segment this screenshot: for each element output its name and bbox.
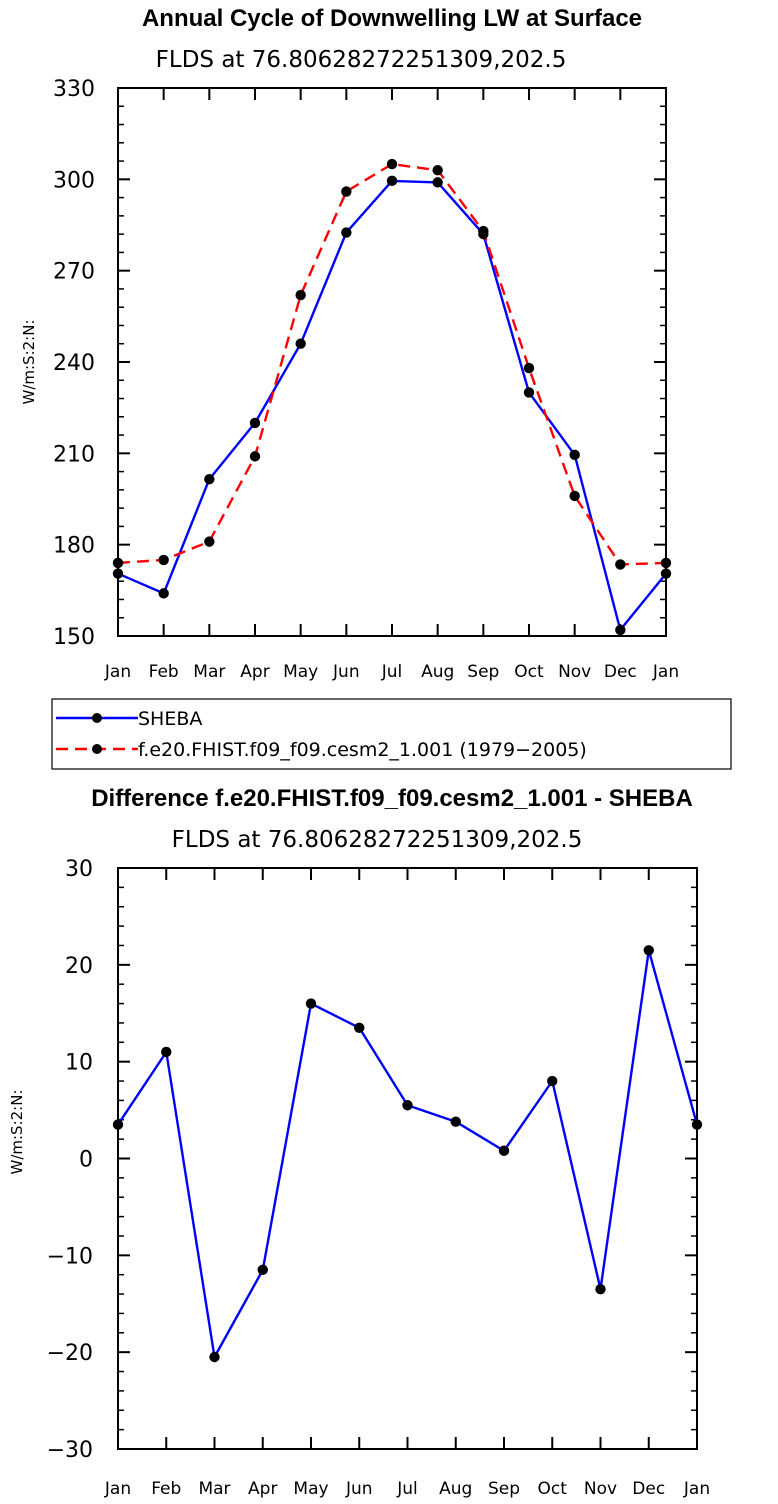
difference-series-0-point (498, 1145, 510, 1156)
legend: SHEBA f.e20.FHIST.f09_f09.cesm2_1.001 (1… (51, 698, 732, 770)
difference-series-0-point (595, 1284, 606, 1295)
annual-cycle-series-1-point (523, 362, 535, 374)
annual-cycle-xtick-label: Jan (104, 662, 131, 682)
annual-cycle-xtick-label: Dec (604, 662, 637, 682)
difference-ytick-label: −30 (47, 1438, 93, 1463)
difference-xtick-label: Oct (538, 1479, 568, 1499)
annual-cycle-series-0-point (523, 387, 535, 398)
difference-series-0-point (643, 945, 654, 956)
difference-series-0-point (161, 1046, 172, 1058)
annual-cycle-xtick-label: Nov (558, 662, 591, 682)
annual-cycle-series-1-point (386, 158, 398, 170)
annual-cycle-ytick-label: 330 (53, 77, 95, 102)
annual-cycle-series-0-point (341, 227, 352, 238)
difference-ytick-label: 20 (65, 954, 93, 979)
annual-cycle-panel: Annual Cycle of Downwelling LW at Surfac… (20, 5, 679, 682)
difference-ytick-label: 30 (65, 857, 93, 882)
difference-xtick-label: Feb (151, 1479, 181, 1499)
annual-cycle-xtick-label: Jul (381, 662, 403, 682)
difference-ytick-label: 10 (65, 1051, 93, 1076)
annual-cycle-series-0-point (432, 177, 443, 188)
annual-cycle-ytick-label: 150 (53, 625, 95, 650)
annual-cycle-title: Annual Cycle of Downwelling LW at Surfac… (142, 5, 642, 32)
legend-label-sheba: SHEBA (138, 708, 202, 730)
legend-label-model: f.e20.FHIST.f09_f09.cesm2_1.001 (1979−20… (138, 739, 587, 761)
difference-series-0-point (547, 1075, 558, 1087)
annual-cycle-series-1-point (432, 165, 443, 176)
difference-series-line-0 (117, 949, 699, 1359)
difference-xtick-label: Jan (104, 1479, 131, 1499)
annual-cycle-series-1-point (341, 186, 352, 197)
difference-title: Difference f.e20.FHIST.f09_f09.cesm2_1.0… (91, 785, 693, 812)
annual-cycle-ytick-label: 180 (53, 534, 95, 559)
legend-box (51, 698, 732, 770)
difference-xtick-label: Jul (396, 1479, 418, 1499)
annual-cycle-xtick-label: Jun (332, 662, 360, 682)
annual-cycle-ytick-label: 210 (53, 442, 95, 467)
difference-xtick-label: Jan (683, 1479, 710, 1499)
annual-cycle-xtick-label: Feb (149, 662, 179, 682)
annual-cycle-series-0-point (204, 474, 215, 485)
difference-xtick-label: Dec (632, 1479, 665, 1499)
annual-cycle-ytick-label: 240 (53, 351, 95, 376)
annual-cycle-series-0-point (660, 568, 672, 579)
difference-ytick-label: −20 (47, 1341, 93, 1366)
annual-cycle-xtick-label: Sep (467, 662, 499, 682)
difference-subtitle: FLDS at 76.80628272251309,202.5 (172, 827, 583, 853)
difference-series-0-point (450, 1116, 461, 1127)
difference-xtick-label: Aug (439, 1479, 472, 1499)
annual-cycle-xtick-label: Mar (193, 662, 225, 682)
difference-series-0-point (112, 1119, 124, 1130)
annual-cycle-xtick-label: May (283, 662, 318, 682)
difference-xtick-label: May (293, 1479, 328, 1499)
annual-cycle-y-axis-label: W/m:S:2:N: (20, 320, 38, 405)
difference-ytick-label: −10 (47, 1244, 93, 1269)
difference-series-0-point (354, 1022, 365, 1033)
annual-cycle-plot-frame (117, 87, 667, 637)
difference-ytick-label: 0 (79, 1148, 93, 1173)
annual-cycle-series-1-point (295, 289, 306, 301)
annual-cycle-ytick-label: 300 (53, 168, 95, 193)
difference-series-0-point (691, 1119, 703, 1130)
difference-series-0-point (257, 1264, 268, 1276)
annual-cycle-subtitle: FLDS at 76.80628272251309,202.5 (156, 47, 567, 73)
annual-cycle-series-1-point (660, 557, 672, 569)
difference-xtick-label: Jun (345, 1479, 373, 1499)
difference-xtick-label: Mar (198, 1479, 230, 1499)
annual-cycle-series-1-point (249, 451, 261, 462)
difference-series-0-point (209, 1351, 220, 1363)
annual-cycle-xtick-label: Apr (240, 662, 269, 682)
annual-cycle-ytick-label: 270 (53, 260, 95, 285)
difference-panel: Difference f.e20.FHIST.f09_f09.cesm2_1.0… (8, 785, 710, 1499)
difference-xtick-label: Apr (248, 1479, 277, 1499)
annual-cycle-series-0-point (158, 588, 169, 599)
annual-cycle-series-1-point (112, 557, 124, 569)
difference-y-axis-label: W/m:S:2:N: (8, 1090, 26, 1175)
annual-cycle-series-1-point (569, 490, 580, 502)
annual-cycle-series-1-point (204, 536, 215, 547)
annual-cycle-series-0-point (112, 568, 124, 579)
legend-marker-model (92, 744, 102, 754)
difference-series-0-point (402, 1100, 413, 1111)
annual-cycle-series-0-point (615, 624, 626, 636)
annual-cycle-xtick-label: Oct (514, 662, 544, 682)
difference-xtick-label: Sep (488, 1479, 520, 1499)
difference-plot-frame (117, 867, 698, 1450)
annual-cycle-series-1-point (478, 225, 489, 237)
annual-cycle-series-1-point (158, 554, 169, 566)
annual-cycle-series-line-0 (117, 179, 667, 632)
annual-cycle-series-1-point (615, 559, 626, 570)
annual-cycle-series-0-point (386, 175, 398, 187)
difference-series-0-point (305, 998, 317, 1009)
legend-marker-sheba (92, 713, 102, 723)
annual-cycle-series-0-point (249, 417, 261, 429)
annual-cycle-series-0-point (569, 449, 580, 461)
annual-cycle-series-0-point (295, 338, 306, 349)
annual-cycle-xtick-label: Jan (652, 662, 679, 682)
annual-cycle-xtick-label: Aug (421, 662, 454, 682)
difference-xtick-label: Nov (584, 1479, 617, 1499)
